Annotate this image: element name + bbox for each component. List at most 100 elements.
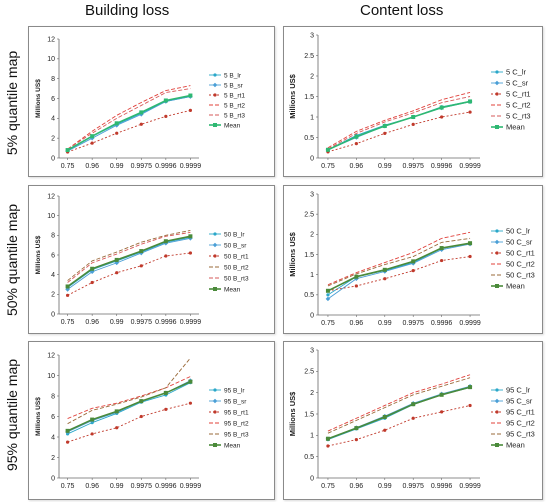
legend-label: 95 C_sr <box>506 396 533 405</box>
data-point <box>383 428 387 432</box>
data-point <box>114 121 119 126</box>
y-tick-label: 2 <box>310 73 314 80</box>
data-point <box>114 257 119 262</box>
legend-label: 95 C_rt3 <box>506 429 535 438</box>
series-line <box>67 109 191 153</box>
y-tick-label: 12 <box>47 193 55 200</box>
x-tick-label: 0.96 <box>350 483 364 490</box>
data-point <box>90 266 95 271</box>
series-line <box>67 96 191 151</box>
header-content-loss: Content loss <box>360 2 444 19</box>
row-label-50: 50% quantile map <box>4 203 21 317</box>
legend-swatch-marker <box>495 443 499 447</box>
series-50-b_rt1 <box>65 251 193 297</box>
data-point <box>411 115 416 119</box>
legend-label: 95 B_lr <box>224 387 245 394</box>
y-tick-label: 8 <box>51 393 55 400</box>
data-point <box>115 271 119 275</box>
data-point <box>163 390 168 395</box>
data-point <box>411 402 416 407</box>
data-point <box>382 267 387 272</box>
series-line <box>67 236 191 288</box>
legend-swatch-marker <box>213 443 217 447</box>
y-tick-label: 2 <box>310 232 314 239</box>
data-point <box>325 436 330 441</box>
data-point <box>354 274 359 279</box>
data-point <box>139 110 144 115</box>
y-tick-label: 2.5 <box>304 369 314 376</box>
legend-swatch-marker <box>212 242 218 248</box>
data-point <box>114 260 120 266</box>
legend-label: 50 C_rt2 <box>506 259 535 268</box>
data-point <box>411 416 415 420</box>
series-line <box>327 377 471 434</box>
data-point <box>164 114 168 118</box>
y-tick-label: 4 <box>51 116 55 123</box>
y-tick-label: 6 <box>51 96 55 103</box>
legend-label: 50 C_lr <box>506 226 531 235</box>
y-tick-label: 8 <box>51 76 55 83</box>
series-line <box>67 235 191 288</box>
data-point <box>440 115 444 119</box>
y-tick-label: 12 <box>47 352 55 359</box>
data-point <box>468 403 472 408</box>
series-5-c_rt3 <box>327 96 471 150</box>
x-tick-label: 0.9999 <box>459 483 481 490</box>
series-5-c_rt2 <box>327 91 471 149</box>
series-line <box>67 382 191 435</box>
y-tick-label: 2 <box>51 455 55 462</box>
series-95-b_rt3 <box>67 357 191 425</box>
series-line <box>67 229 191 281</box>
y-tick-label: 12 <box>47 36 55 43</box>
legend-swatch-marker <box>213 73 217 77</box>
x-tick-label: 0.99 <box>378 320 392 327</box>
x-tick-label: 0.99 <box>110 163 124 170</box>
legend-label: 50 B_lr <box>224 231 245 238</box>
x-tick-label: 0.96 <box>85 483 99 490</box>
data-point <box>65 293 70 297</box>
data-point <box>354 438 358 442</box>
y-tick-label: 2 <box>51 292 55 299</box>
data-point <box>325 288 330 293</box>
series-95-c_rt2 <box>327 374 471 432</box>
series-50-b_rt2 <box>67 229 191 281</box>
legend-swatch-marker <box>213 287 217 291</box>
legend-label: 95 C_rt2 <box>506 418 535 427</box>
legend-swatch-marker <box>495 388 499 392</box>
legend-label: 95 B_rt1 <box>224 409 249 416</box>
data-point <box>188 93 193 98</box>
data-point <box>468 254 472 259</box>
series-50-c_lr <box>326 241 472 297</box>
legend-swatch-marker <box>494 80 500 86</box>
chart-svg: 0 0.5 1 1.5 2 2.5 3 0.75 0.96 0.99 0.9975 0.9996 0.9… <box>288 347 535 490</box>
chart-content-50: 0 0.5 1 1.5 2 2.5 3 0.75 0.96 0.99 0.9975 0.9996 0.9… <box>283 185 543 334</box>
legend-label: 5 C_rt1 <box>506 89 531 98</box>
data-point <box>114 409 119 414</box>
series-95-b_rt2 <box>67 376 191 419</box>
x-tick-label: 0.9975 <box>402 483 424 490</box>
row-label-5: 5% quantile map <box>4 50 21 156</box>
data-point <box>354 426 359 431</box>
x-tick-label: 0.75 <box>61 483 75 490</box>
y-tick-label: 0 <box>51 311 55 318</box>
data-point <box>188 401 193 405</box>
series-mean <box>65 234 193 289</box>
series-mean <box>325 99 473 152</box>
series-line <box>327 237 471 287</box>
y-tick-label: 0 <box>310 312 314 319</box>
series-95-c_rt1 <box>326 403 472 448</box>
series-mean <box>325 385 473 441</box>
data-point <box>115 426 119 430</box>
series-line <box>327 243 471 300</box>
legend-label: Mean <box>224 122 241 129</box>
x-tick-label: 0.9999 <box>180 163 202 170</box>
legend-label: 5 B_rt2 <box>224 102 245 109</box>
x-tick-label: 0.9996 <box>155 319 177 326</box>
chart-building-95: 0 2 4 6 8 10 12 0.75 0.96 0.99 0.9975 0.9996 0.9999 M… <box>28 341 275 500</box>
series-line <box>67 88 191 150</box>
series-line <box>327 91 471 149</box>
legend-label: 5 B_rt3 <box>224 112 245 119</box>
series-5-b_rt1 <box>65 108 193 154</box>
data-point <box>439 105 444 110</box>
x-tick-label: 0.9996 <box>431 320 453 327</box>
